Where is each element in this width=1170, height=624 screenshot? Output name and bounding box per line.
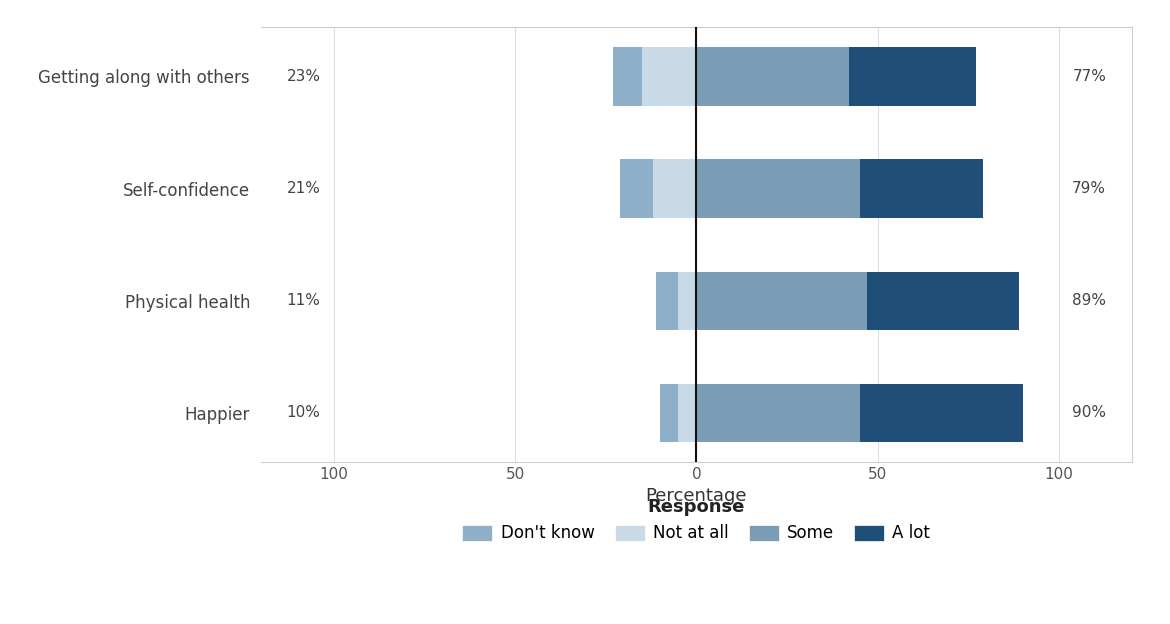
Bar [848,47,976,105]
Bar [696,271,867,330]
Text: 11%: 11% [287,293,321,308]
Text: 10%: 10% [287,406,321,421]
Text: 90%: 90% [1072,406,1106,421]
Bar [696,159,860,218]
Bar [660,384,679,442]
Bar [696,47,848,105]
Text: 23%: 23% [287,69,321,84]
Legend: Don't know, Not at all, Some, A lot: Don't know, Not at all, Some, A lot [456,491,937,549]
Bar [696,384,860,442]
Bar [613,47,642,105]
Bar [679,384,696,442]
Text: 79%: 79% [1072,181,1106,196]
Bar [860,159,983,218]
Text: 21%: 21% [287,181,321,196]
Bar [867,271,1019,330]
Bar [860,384,1023,442]
Bar [656,271,679,330]
Bar [679,271,696,330]
Text: 77%: 77% [1073,69,1106,84]
Bar [642,47,696,105]
X-axis label: Percentage: Percentage [646,487,748,505]
Bar [620,159,653,218]
Bar [653,159,696,218]
Text: 89%: 89% [1072,293,1106,308]
